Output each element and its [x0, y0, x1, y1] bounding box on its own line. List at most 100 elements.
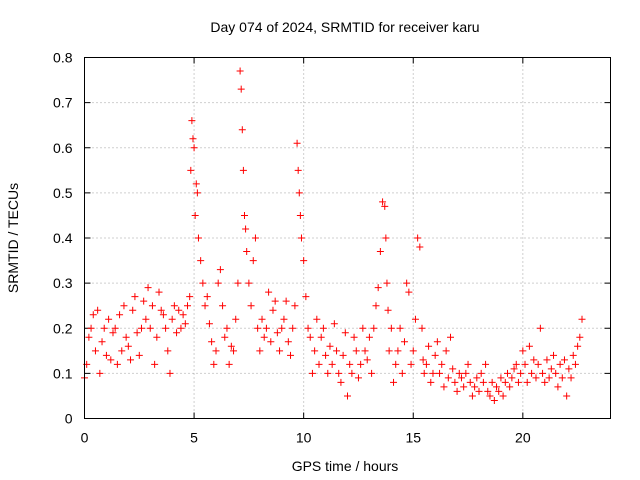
data-point	[326, 342, 334, 350]
data-point	[394, 347, 402, 355]
data-point	[536, 324, 544, 332]
data-point	[569, 351, 577, 359]
data-point	[227, 342, 235, 350]
data-point	[558, 374, 566, 382]
data-point	[431, 351, 439, 359]
data-point	[464, 360, 472, 368]
data-point	[216, 266, 224, 274]
data-point	[203, 293, 211, 301]
data-point	[304, 324, 312, 332]
data-point	[359, 324, 367, 332]
data-point	[135, 351, 143, 359]
data-point	[201, 302, 209, 310]
data-point	[479, 378, 487, 386]
data-point	[381, 202, 389, 210]
data-point	[308, 369, 316, 377]
data-point	[547, 365, 555, 373]
data-point	[382, 234, 390, 242]
data-point	[354, 374, 362, 382]
data-point	[495, 387, 503, 395]
data-point	[420, 369, 428, 377]
data-point	[444, 374, 452, 382]
data-point	[254, 324, 262, 332]
data-point	[230, 347, 238, 355]
data-point	[510, 365, 518, 373]
x-tick-label: 10	[296, 430, 312, 446]
data-point	[144, 284, 152, 292]
data-point	[519, 347, 527, 355]
data-point	[237, 85, 245, 93]
data-point	[243, 248, 251, 256]
data-point	[565, 365, 573, 373]
data-point	[210, 360, 218, 368]
data-point	[157, 306, 165, 314]
data-point	[260, 333, 268, 341]
data-point	[239, 166, 247, 174]
data-point	[192, 180, 200, 188]
data-point	[124, 342, 132, 350]
data-point	[91, 347, 99, 355]
data-point	[205, 320, 213, 328]
data-point	[442, 347, 450, 355]
data-point	[407, 360, 415, 368]
data-point	[223, 324, 231, 332]
data-point	[173, 329, 181, 337]
data-point	[137, 324, 145, 332]
data-point	[186, 293, 194, 301]
data-point	[552, 369, 560, 377]
data-point	[425, 342, 433, 350]
data-point	[506, 383, 514, 391]
data-point	[473, 374, 481, 382]
data-point	[433, 338, 441, 346]
axis-ticks: 0 0.1 0.2 0.3 0.4 0.5 0.6 0.7 0.8 0 5 10 15 20	[53, 50, 611, 446]
data-point	[242, 225, 250, 233]
y-tick-label: 0.5	[53, 185, 73, 201]
data-point	[284, 338, 292, 346]
data-point	[517, 369, 525, 377]
data-point	[457, 374, 465, 382]
data-point	[120, 302, 128, 310]
data-point	[267, 338, 275, 346]
data-point	[197, 257, 205, 265]
data-point	[313, 315, 321, 323]
data-point	[438, 360, 446, 368]
data-point	[574, 342, 582, 350]
data-point	[296, 211, 304, 219]
data-point	[466, 378, 474, 386]
data-point	[317, 333, 325, 341]
data-point	[245, 279, 253, 287]
data-point	[282, 297, 290, 305]
data-point	[247, 302, 255, 310]
data-point	[249, 257, 257, 265]
data-point	[269, 306, 277, 314]
data-point	[105, 315, 113, 323]
data-point	[488, 378, 496, 386]
data-point	[440, 383, 448, 391]
data-point	[534, 360, 542, 368]
x-tick-label: 15	[405, 430, 421, 446]
data-point	[471, 383, 479, 391]
data-point	[409, 347, 417, 355]
data-point	[98, 338, 106, 346]
data-point	[208, 338, 216, 346]
data-point	[181, 320, 189, 328]
data-point	[357, 360, 365, 368]
data-point	[501, 378, 509, 386]
data-point	[100, 324, 108, 332]
data-point	[236, 67, 244, 75]
data-point	[560, 356, 568, 364]
data-point	[315, 360, 323, 368]
data-point	[523, 378, 531, 386]
data-point	[294, 166, 302, 174]
data-point	[352, 347, 360, 355]
data-point	[383, 279, 391, 287]
data-point	[361, 347, 369, 355]
x-tick-label: 20	[515, 430, 531, 446]
data-point	[127, 356, 135, 364]
data-point	[262, 324, 270, 332]
y-tick-label: 0.8	[53, 50, 73, 66]
data-point	[503, 369, 511, 377]
data-point	[567, 374, 575, 382]
grid	[84, 57, 611, 419]
data-point	[322, 351, 330, 359]
